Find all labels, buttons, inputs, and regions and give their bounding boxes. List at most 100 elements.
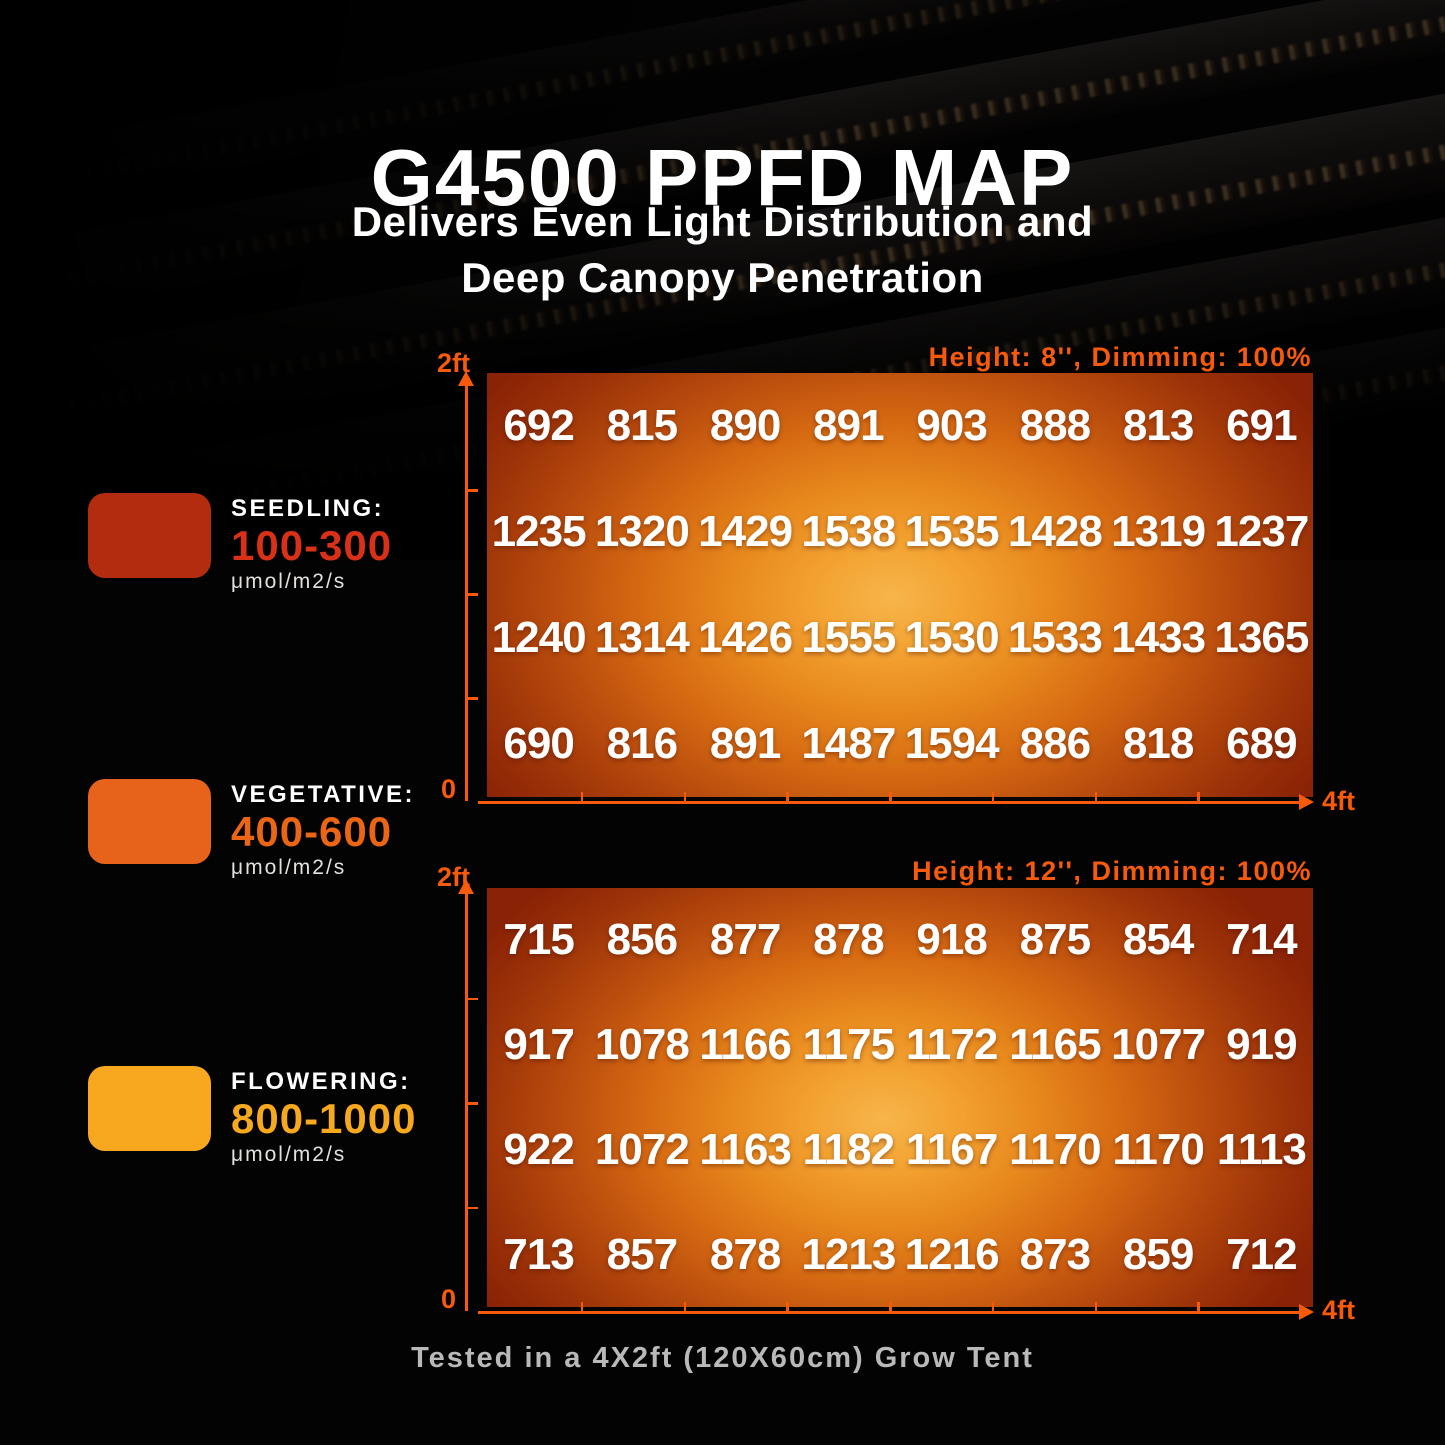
ppfd-grid: 692 815 890 891 903 888 813 691 1235 1320 1429 1538… [487, 373, 1313, 797]
ppfd-value: 715 [503, 915, 574, 965]
ppfd-value: 859 [1122, 1229, 1194, 1279]
map-header: Height: 12'', Dimming: 100% [912, 856, 1312, 886]
page-title: G4500 PPFD MAP [370, 132, 1075, 222]
ppfd-value: 713 [503, 1229, 574, 1279]
ppfd-value: 689 [1226, 719, 1297, 768]
ppfd-value: 857 [606, 1229, 678, 1279]
ppfd-value: 917 [503, 1020, 574, 1070]
subtitle-line-1: Delivers Even Light Distribution and [351, 198, 1094, 245]
ppfd-value: 1487 [801, 719, 896, 768]
ppfd-value: 1077 [1111, 1020, 1206, 1070]
ppfd-grid: 715 856 877 878 918 875 854 714 917 1078 1166 1175 1… [487, 888, 1313, 1307]
axis-tick [889, 792, 892, 801]
axis-tick [1197, 1302, 1200, 1311]
ppfd-value: 1072 [594, 1124, 690, 1174]
ppfd-value: 712 [1226, 1229, 1297, 1279]
legend-label: SEEDLING: [231, 495, 385, 522]
legend-label: VEGETATIVE: [231, 781, 415, 808]
ppfd-value: 922 [503, 1124, 574, 1174]
ppfd-value: 690 [503, 719, 574, 768]
axis-tick [467, 593, 478, 596]
legend-unit: μmol/m2/s [231, 856, 347, 879]
axis-origin-label: 0 [441, 1284, 457, 1314]
axis-tick [580, 792, 584, 801]
ppfd-value: 1216 [904, 1229, 1000, 1279]
map-header: Height: 8'', Dimming: 100% [928, 342, 1312, 372]
axis-tick [467, 697, 478, 700]
ppfd-value: 1175 [802, 1020, 895, 1070]
ppfd-map: 692 815 890 891 903 888 813 691 1235 1320 1429 1538… [487, 373, 1313, 797]
ppfd-value: 873 [1019, 1229, 1091, 1279]
ppfd-value: 1078 [594, 1020, 690, 1070]
axis-tick [889, 1302, 892, 1311]
ppfd-value: 875 [1019, 915, 1091, 965]
ppfd-value: 886 [1019, 719, 1091, 768]
ppfd-value: 1167 [905, 1124, 998, 1174]
ppfd-value: 1538 [801, 507, 896, 556]
ppfd-value: 1433 [1111, 613, 1206, 662]
ppfd-value: 878 [709, 1229, 781, 1279]
subtitle-line-2: Deep Canopy Penetration [461, 254, 984, 301]
x-axis [478, 792, 1314, 809]
axis-tick [467, 489, 478, 492]
ppfd-value: 1594 [904, 719, 1000, 768]
legend-swatch-flowering [88, 1066, 211, 1151]
ppfd-value: 1319 [1111, 507, 1206, 556]
ppfd-value: 815 [606, 401, 678, 450]
y-axis [459, 371, 478, 801]
ppfd-map: 715 856 877 878 918 875 854 714 917 1078 1166 1175 1… [487, 888, 1313, 1307]
x-axis-max-label: 4ft [1322, 786, 1355, 816]
legend-label: FLOWERING: [231, 1068, 411, 1095]
ppfd-value: 1165 [1009, 1020, 1101, 1070]
ppfd-value: 903 [916, 401, 987, 450]
ppfd-value: 1213 [801, 1229, 896, 1279]
legend-swatch-seedling [88, 493, 211, 578]
legend-item-seedling: SEEDLING: 100-300 μmol/m2/s [88, 493, 392, 595]
legend-range: 400-600 [231, 808, 393, 855]
ppfd-value: 1170 [1112, 1124, 1204, 1174]
legend-unit: μmol/m2/s [231, 570, 347, 593]
ppfd-value: 891 [709, 719, 781, 768]
ppfd-value: 813 [1122, 401, 1194, 450]
legend-item-flowering: FLOWERING: 800-1000 μmol/m2/s [88, 1066, 417, 1168]
ppfd-value: 888 [1019, 401, 1091, 450]
ppfd-value: 1428 [1007, 507, 1103, 556]
ppfd-value: 1429 [698, 507, 793, 556]
heatmap-2: Height: 12'', Dimming: 100% 2ft 715 856 87… [0, 856, 1445, 1331]
ppfd-value: 1182 [802, 1124, 895, 1174]
ppfd-value: 816 [606, 719, 678, 768]
ppfd-value: 878 [813, 915, 884, 965]
legend-unit: μmol/m2/s [231, 1143, 347, 1166]
axis-tick [991, 1302, 995, 1311]
ppfd-value: 1320 [594, 507, 690, 556]
x-axis-max-label: 4ft [1322, 1295, 1355, 1325]
ppfd-value: 691 [1226, 401, 1297, 450]
y-axis [459, 879, 478, 1311]
ppfd-value: 1533 [1007, 613, 1103, 662]
ppfd-value: 1240 [491, 613, 587, 662]
ppfd-value: 1166 [699, 1020, 791, 1070]
axis-tick [467, 1206, 478, 1209]
axis-tick [786, 1302, 789, 1311]
ppfd-value: 1535 [904, 507, 1000, 556]
ppfd-value: 919 [1226, 1020, 1297, 1070]
ppfd-value: 1365 [1214, 613, 1309, 662]
ppfd-value: 891 [813, 401, 884, 450]
axis-tick [683, 792, 686, 801]
ppfd-value: 1170 [1009, 1124, 1101, 1174]
axis-tick [1197, 792, 1200, 801]
axis-tick [580, 1302, 584, 1311]
ppfd-value: 1314 [594, 613, 690, 662]
ppfd-value: 854 [1122, 915, 1194, 965]
ppfd-value: 877 [709, 915, 781, 965]
axis-tick [467, 997, 478, 1000]
ppfd-value: 1113 [1216, 1124, 1307, 1174]
legend-range: 800-1000 [231, 1095, 417, 1142]
ppfd-value: 1172 [905, 1020, 998, 1070]
legend-range: 100-300 [231, 522, 393, 569]
ppfd-value: 1530 [904, 613, 1000, 662]
ppfd-value: 818 [1122, 719, 1194, 768]
axis-tick [991, 792, 995, 801]
ppfd-value: 918 [916, 915, 987, 965]
